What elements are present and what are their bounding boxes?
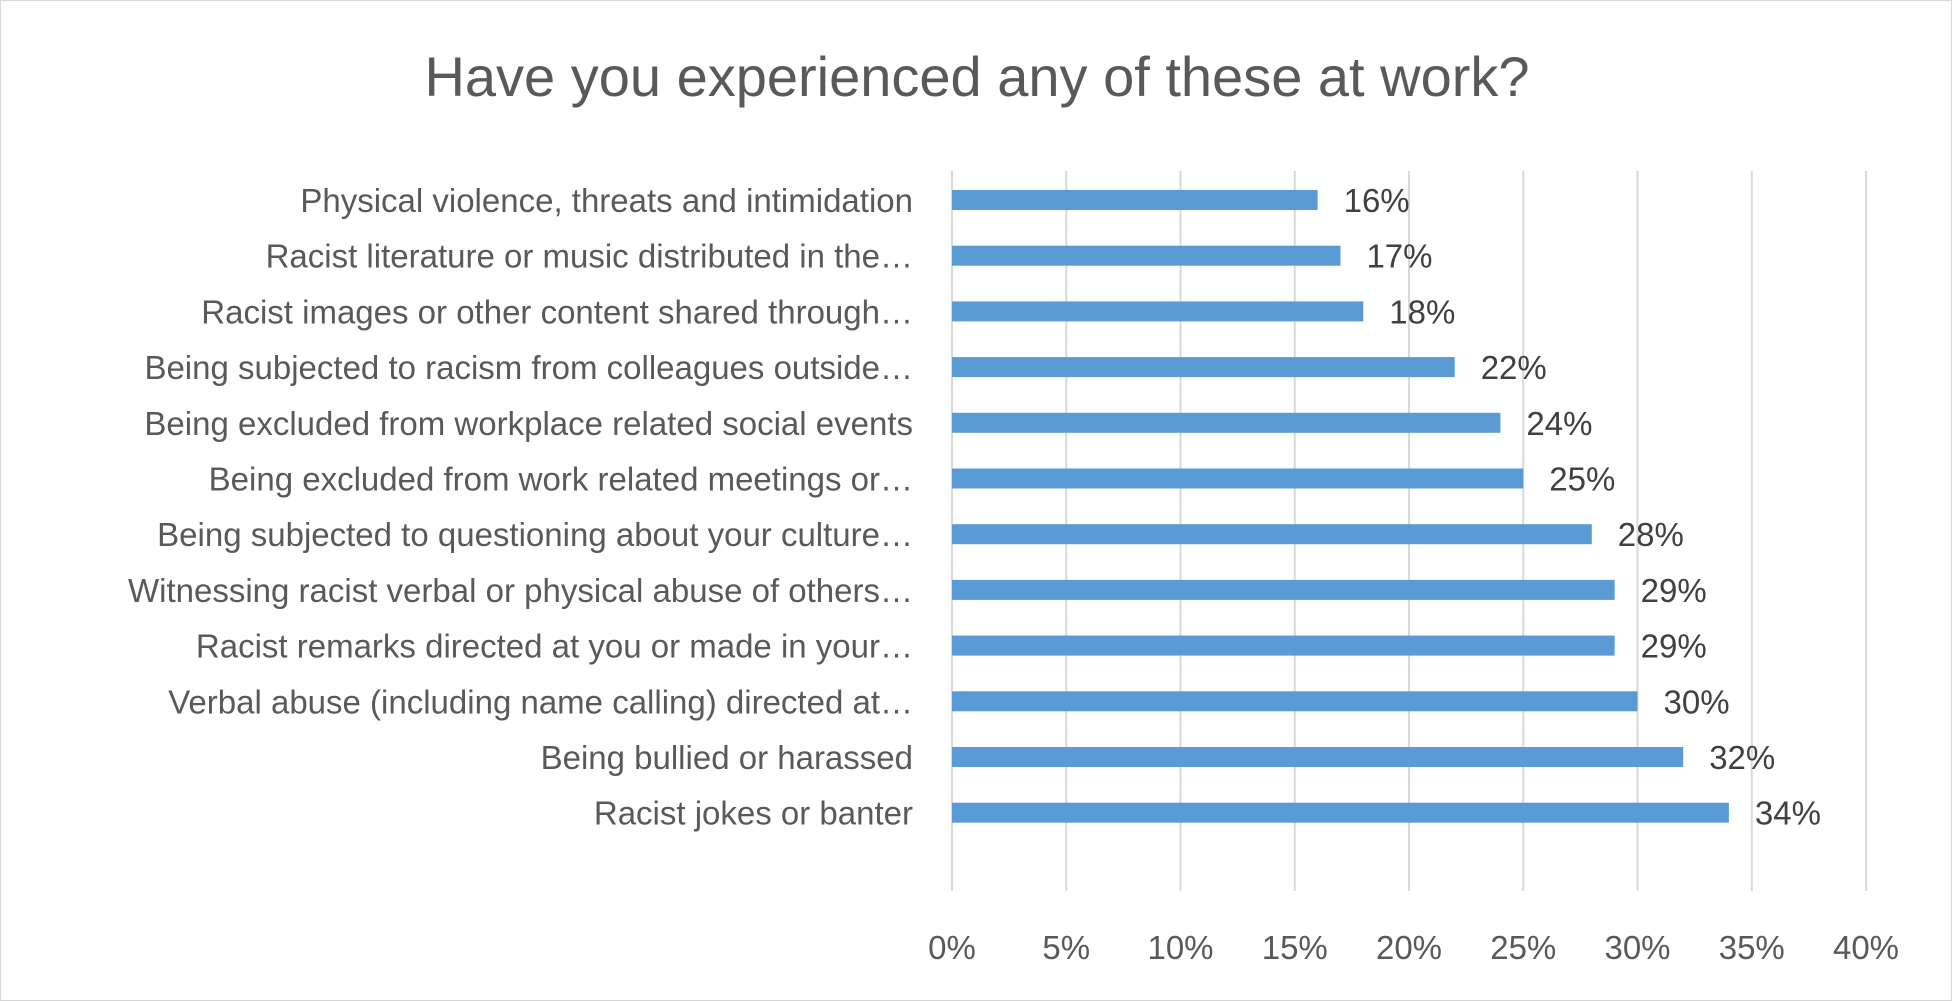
x-tick-label: 5% bbox=[1042, 929, 1090, 966]
category-label: Physical violence, threats and intimidat… bbox=[300, 182, 913, 219]
category-label: Racist images or other content shared th… bbox=[201, 293, 913, 330]
x-tick-label: 35% bbox=[1719, 929, 1785, 966]
category-label: Racist jokes or banter bbox=[594, 795, 913, 832]
x-tick-label: 25% bbox=[1490, 929, 1556, 966]
x-tick-label: 30% bbox=[1604, 929, 1670, 966]
data-labels: 16% 17% 18% 22% 24% 25%28% 29% 29% 30% 32% 34% bbox=[1344, 182, 1821, 832]
bar bbox=[952, 245, 1341, 266]
category-label: Verbal abuse (including name calling) di… bbox=[168, 683, 913, 720]
data-label: 18% bbox=[1389, 293, 1455, 330]
category-label: Being excluded from work related meeting… bbox=[209, 461, 913, 498]
data-label: 29% bbox=[1641, 572, 1707, 609]
category-labels: Physical violence, threats and intimidat… bbox=[128, 182, 913, 832]
x-tick-label: 15% bbox=[1262, 929, 1328, 966]
data-label: 30% bbox=[1664, 683, 1730, 720]
category-label: Being subjected to questioning about you… bbox=[157, 516, 913, 553]
data-label: 16% bbox=[1344, 182, 1410, 219]
data-label: 32% bbox=[1709, 739, 1775, 776]
category-label: Racist remarks directed at you or made i… bbox=[196, 628, 913, 665]
x-tick-label: 0% bbox=[928, 929, 976, 966]
bar bbox=[952, 802, 1729, 823]
bar bbox=[952, 301, 1364, 322]
chart-title: Have you experienced any of these at wor… bbox=[424, 45, 1529, 108]
data-label: 24% bbox=[1526, 405, 1592, 442]
bar bbox=[952, 468, 1524, 489]
data-label: 22% bbox=[1481, 349, 1547, 386]
data-label: 28% bbox=[1618, 516, 1684, 553]
category-label: Being bullied or harassed bbox=[541, 739, 913, 776]
bar bbox=[952, 190, 1318, 210]
data-label: 34% bbox=[1755, 795, 1821, 832]
category-label: Being excluded from workplace related so… bbox=[144, 405, 913, 442]
x-axis-tick-labels: 0% 5% 10% 15% 20% 25% 30% 35% 40% bbox=[928, 929, 1899, 966]
bar bbox=[952, 747, 1684, 767]
bar bbox=[952, 579, 1615, 600]
bar bbox=[952, 412, 1501, 433]
data-label: 25% bbox=[1549, 461, 1615, 498]
data-label: 29% bbox=[1641, 628, 1707, 665]
bar bbox=[952, 691, 1638, 712]
category-label: Being subjected to racism from colleague… bbox=[144, 349, 913, 386]
bar bbox=[952, 524, 1592, 545]
bars bbox=[952, 190, 1729, 823]
data-label: 17% bbox=[1366, 238, 1432, 275]
x-tick-label: 40% bbox=[1833, 929, 1899, 966]
x-tick-label: 10% bbox=[1147, 929, 1213, 966]
x-tick-label: 20% bbox=[1376, 929, 1442, 966]
bar bbox=[952, 357, 1455, 378]
category-label: Witnessing racist verbal or physical abu… bbox=[128, 572, 913, 609]
bar bbox=[952, 635, 1615, 656]
category-label: Racist literature or music distributed i… bbox=[266, 238, 913, 275]
